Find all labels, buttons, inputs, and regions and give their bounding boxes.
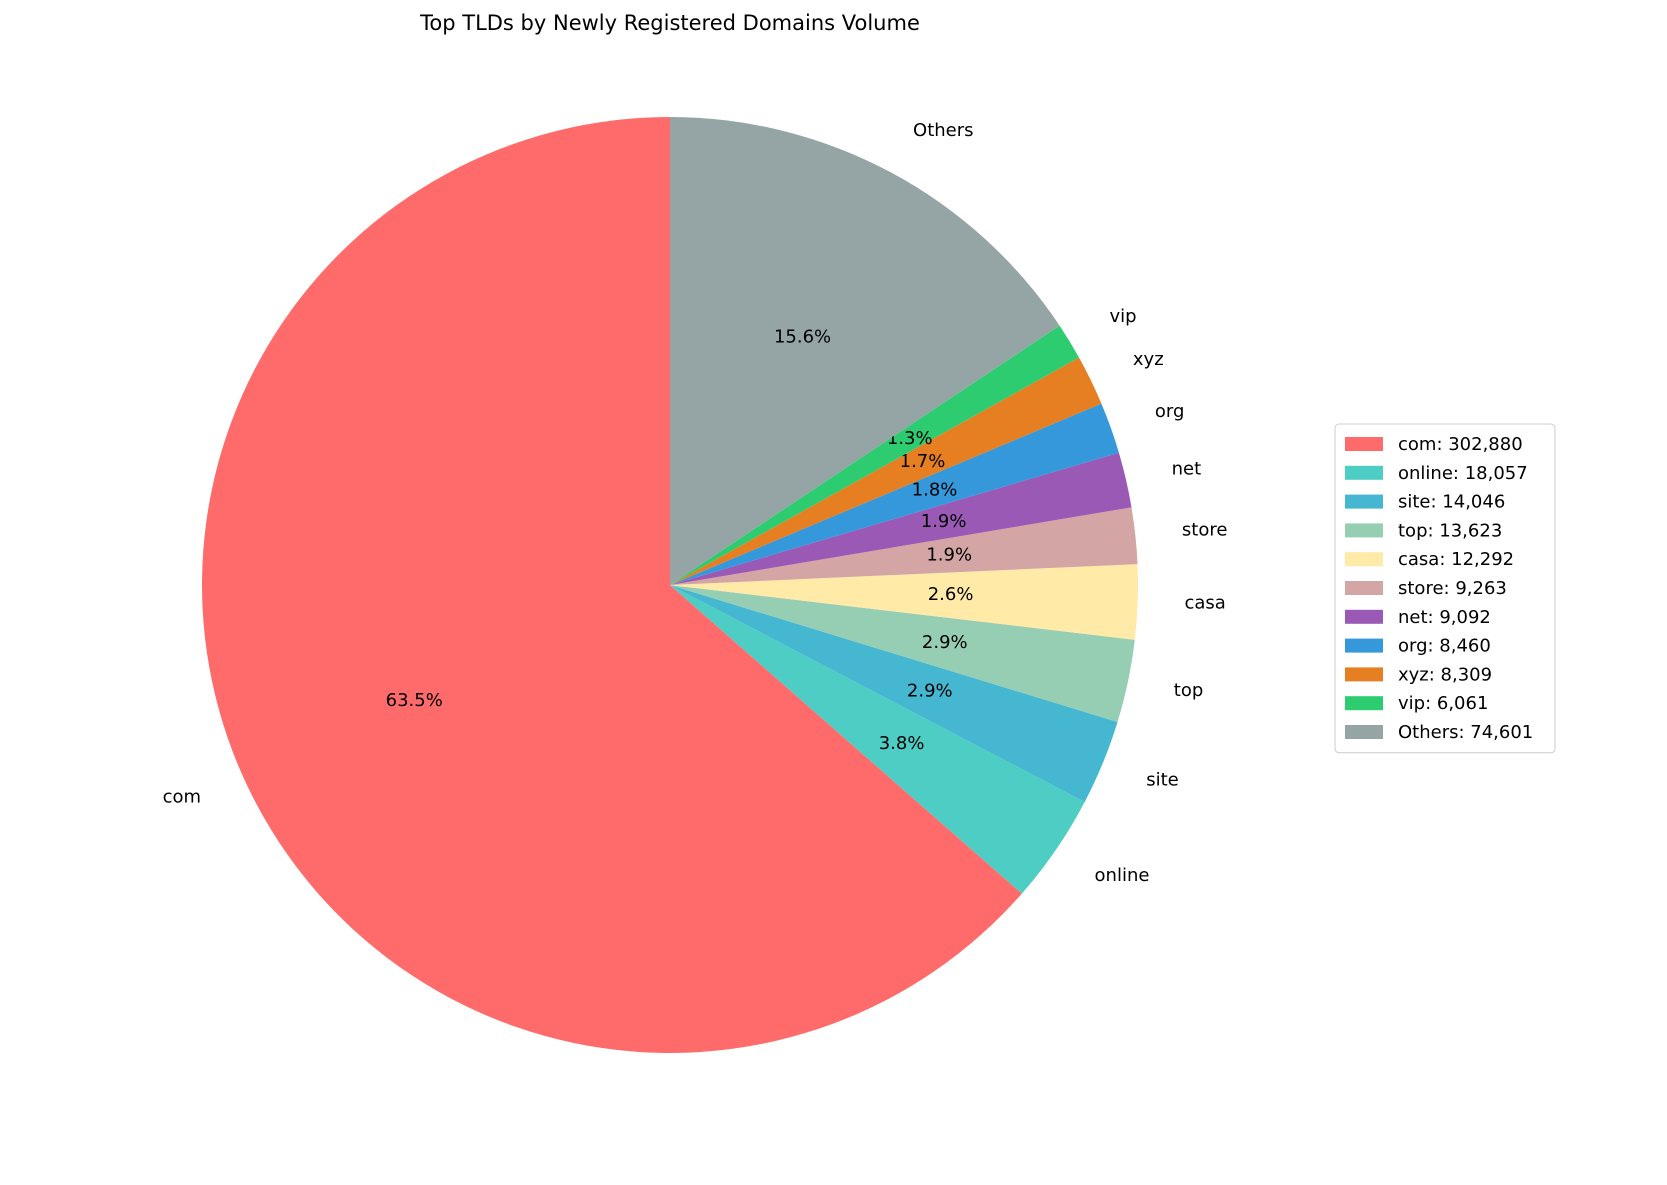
legend-swatch	[1345, 494, 1383, 509]
legend-label: store: 9,263	[1398, 578, 1507, 599]
legend-swatch	[1345, 523, 1383, 538]
pie-slice	[670, 357, 1102, 585]
percent-label: 1.3%	[887, 428, 933, 449]
legend-box	[1334, 423, 1556, 754]
legend-swatch	[1345, 638, 1383, 653]
pie-slice	[202, 117, 1022, 1053]
percent-label: 1.7%	[900, 451, 946, 472]
category-label: vip	[1110, 306, 1137, 327]
legend-swatch	[1345, 696, 1383, 711]
percent-label: 3.8%	[879, 733, 925, 754]
legend-label: vip: 6,061	[1398, 693, 1488, 714]
legend-label: Others: 74,601	[1398, 722, 1533, 743]
legend-swatch	[1345, 437, 1383, 451]
pie-slice	[670, 585, 1135, 722]
pie-slice	[670, 585, 1085, 894]
legend-swatch	[1345, 465, 1383, 480]
percent-label: 63.5%	[386, 690, 443, 711]
category-label: top	[1174, 680, 1204, 701]
legend-label: com: 302,880	[1398, 434, 1523, 455]
legend-swatch	[1345, 552, 1383, 567]
category-label: Others	[913, 120, 974, 141]
percent-label: 2.9%	[922, 632, 968, 653]
percent-label: 1.8%	[912, 480, 958, 501]
pie-slice	[670, 585, 1118, 802]
category-label: org	[1155, 401, 1185, 422]
pie-slice	[670, 403, 1119, 585]
category-label: xyz	[1133, 349, 1164, 370]
pie-slice	[670, 117, 1060, 585]
legend-label: top: 13,623	[1398, 520, 1502, 541]
category-label: net	[1172, 458, 1202, 479]
percent-label: 1.9%	[926, 544, 972, 565]
legend-swatch	[1345, 581, 1383, 595]
chart-title: Top TLDs by Newly Registered Domains Vol…	[419, 11, 920, 35]
category-label: online	[1095, 865, 1150, 886]
percent-label: 1.9%	[921, 511, 967, 532]
category-label: site	[1146, 770, 1179, 791]
legend-label: casa: 12,292	[1398, 549, 1514, 570]
legend-label: site: 14,046	[1398, 492, 1505, 513]
category-label: casa	[1184, 593, 1225, 614]
category-label: store	[1182, 520, 1228, 541]
pie-slice	[670, 507, 1138, 585]
legend-swatch	[1345, 609, 1383, 624]
percent-label: 2.6%	[928, 584, 974, 605]
legend-label: org: 8,460	[1398, 636, 1491, 657]
legend-label: xyz: 8,309	[1398, 664, 1492, 685]
percent-label: 15.6%	[774, 326, 831, 347]
legend-swatch	[1345, 725, 1383, 739]
percent-label: 2.9%	[907, 681, 953, 702]
legend-label: online: 18,057	[1398, 463, 1528, 484]
legend-label: net: 9,092	[1398, 607, 1491, 628]
category-label: com	[163, 786, 201, 807]
pie-slice	[670, 564, 1138, 640]
pie-slice	[670, 452, 1132, 585]
pie-slice	[670, 325, 1079, 585]
legend-swatch	[1345, 667, 1383, 682]
